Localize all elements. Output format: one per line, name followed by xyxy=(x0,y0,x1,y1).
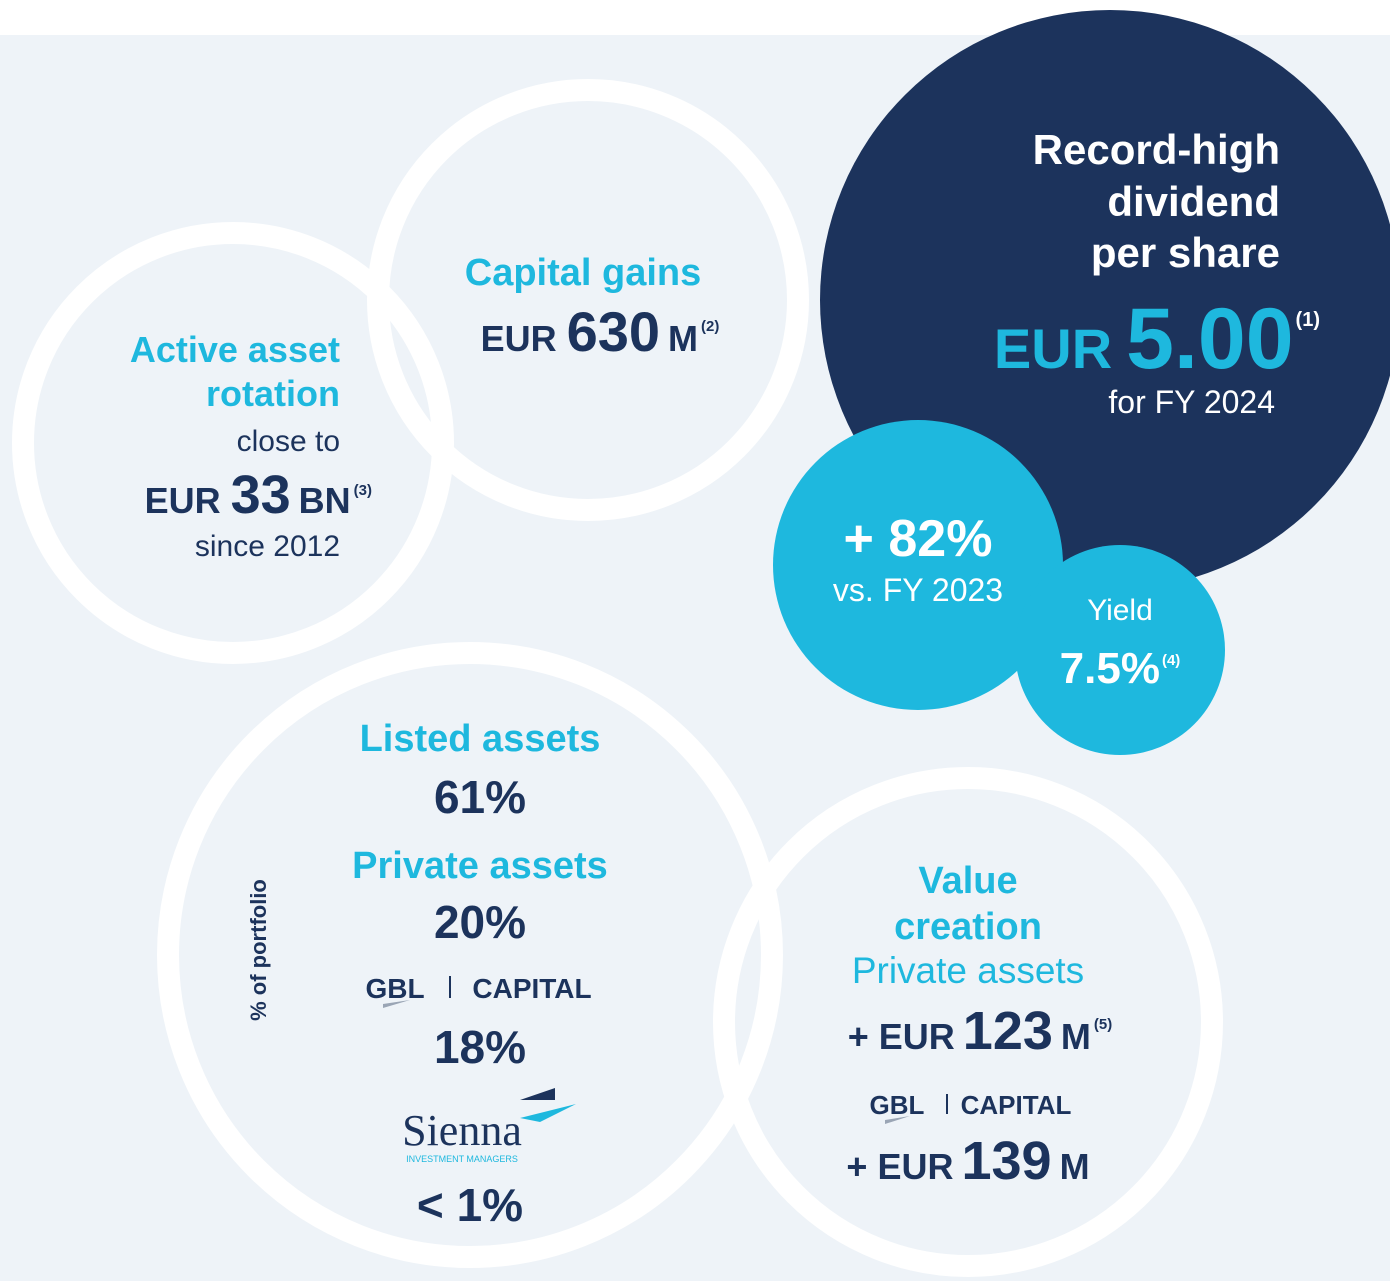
title: Active asset xyxy=(130,329,340,370)
value-creation: Value creation Private assets + EUR 123 M(… xyxy=(846,860,1112,1191)
yield-circle xyxy=(1015,545,1225,755)
note: (4) xyxy=(1162,652,1180,669)
growth-circle xyxy=(773,420,1063,710)
title: Capital gains xyxy=(465,252,702,294)
logo-mark xyxy=(885,1116,910,1124)
value: < 1% xyxy=(417,1179,523,1231)
dividend: Record-high dividend per share EUR 5.00 (1… xyxy=(994,126,1320,420)
logo: GBL xyxy=(870,1090,925,1120)
logo: CAPITAL xyxy=(961,1090,1072,1120)
value: 18% xyxy=(434,1021,526,1073)
currency: EUR xyxy=(481,318,557,359)
ring xyxy=(157,642,783,1268)
text: close to xyxy=(237,425,340,458)
growth: + 82% vs. FY 2023 Yield 7.5% (4) xyxy=(833,510,1180,693)
title: Record-high xyxy=(1033,126,1280,173)
logo: CAPITAL xyxy=(472,973,591,1004)
logo-mark xyxy=(383,1000,410,1008)
title: Yield xyxy=(1087,594,1153,627)
title: Private assets xyxy=(352,845,608,887)
amount: 33 xyxy=(231,465,291,525)
logo: Sienna xyxy=(402,1106,522,1155)
unit: M xyxy=(1061,1016,1091,1057)
value: + EUR 139 M xyxy=(846,1131,1089,1191)
portfolio: Listed assets 61% Private assets 20% GBL… xyxy=(352,718,608,1231)
logo: GBL xyxy=(365,973,424,1004)
title: Listed assets xyxy=(360,718,601,760)
unit: M xyxy=(668,318,698,359)
currency: EUR xyxy=(994,317,1112,380)
note: (3) xyxy=(354,482,372,499)
currency: EUR xyxy=(145,480,221,521)
logo: INVESTMENT MANAGERS xyxy=(406,1154,518,1164)
ring-circles xyxy=(12,79,1223,1277)
title: per share xyxy=(1091,229,1280,276)
amount: 139 xyxy=(961,1131,1051,1191)
value: 61% xyxy=(434,771,526,823)
value: EUR 33 BN (3) xyxy=(145,465,372,525)
amount: 123 xyxy=(963,1001,1053,1061)
value: 20% xyxy=(434,896,526,948)
logo-mark xyxy=(520,1088,555,1100)
text: for FY 2024 xyxy=(1108,384,1275,420)
text: vs. FY 2023 xyxy=(833,572,1003,608)
text: since 2012 xyxy=(195,530,340,563)
rotation: Active asset rotation close to EUR 33 BN (3… xyxy=(130,329,372,563)
title: rotation xyxy=(206,373,340,414)
value: + 82% xyxy=(844,510,993,568)
subtitle: Private assets xyxy=(852,950,1084,991)
value: EUR 630 M (2) xyxy=(481,300,720,363)
title: Value xyxy=(918,860,1017,902)
sign: + EUR xyxy=(846,1146,953,1187)
value: + EUR 123 M (5) xyxy=(848,1001,1113,1061)
ring xyxy=(367,79,809,521)
amount: 630 xyxy=(567,300,660,363)
value: EUR 5.00 (1) xyxy=(994,291,1320,387)
amount: 7.5% xyxy=(1060,644,1160,693)
amount: 5.00 xyxy=(1126,291,1293,387)
value: 7.5% (4) xyxy=(1060,644,1181,693)
axis-label: % of portfolio xyxy=(246,879,271,1021)
unit: M xyxy=(1060,1146,1090,1187)
logo-mark xyxy=(520,1104,576,1122)
title: dividend xyxy=(1107,178,1280,225)
note: (2) xyxy=(701,318,719,335)
unit: BN xyxy=(299,480,351,521)
ring xyxy=(713,767,1223,1277)
capital-gains: Capital gains EUR 630 M (2) xyxy=(465,252,720,363)
note: (5) xyxy=(1094,1016,1112,1033)
note: (1) xyxy=(1296,309,1320,331)
title: creation xyxy=(894,906,1042,948)
sign: + EUR xyxy=(848,1016,955,1057)
